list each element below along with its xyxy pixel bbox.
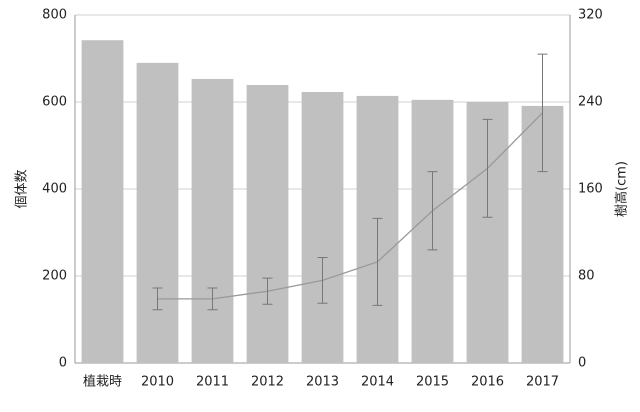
- x-tick-label: 2016: [471, 375, 504, 390]
- x-tick-label: 2014: [361, 375, 394, 390]
- y2-tick-label: 160: [578, 182, 603, 197]
- x-tick-label: 2011: [196, 375, 229, 390]
- bar: [136, 62, 179, 363]
- bar: [246, 85, 289, 363]
- x-tick-label: 2013: [306, 375, 339, 390]
- error-bar: [152, 287, 163, 311]
- x-tick-label: 2015: [416, 375, 449, 390]
- error-bar: [317, 257, 328, 304]
- y2-axis-label: 樹高(cm): [614, 161, 630, 217]
- y-tick-label: 200: [42, 269, 67, 284]
- y-tick-label: 0: [59, 356, 67, 371]
- y-tick-label: 800: [42, 8, 67, 23]
- x-tick-label: 2012: [251, 375, 284, 390]
- error-bar: [482, 118, 493, 218]
- y2-tick-label: 80: [578, 269, 595, 284]
- error-bar: [262, 277, 273, 305]
- bar: [81, 40, 124, 363]
- bar: [301, 91, 344, 364]
- error-bar: [537, 53, 548, 173]
- y2-tick-label: 0: [578, 356, 586, 371]
- y-tick-label: 400: [42, 182, 67, 197]
- error-bar: [207, 287, 218, 311]
- y-tick-label: 600: [42, 95, 67, 110]
- error-bar: [372, 217, 383, 306]
- bar: [191, 78, 234, 363]
- y2-tick-label: 240: [578, 95, 603, 110]
- y-axis-label: 個体数: [15, 169, 30, 208]
- line: [157, 112, 543, 300]
- error-bar: [427, 171, 438, 251]
- y2-tick-label: 320: [578, 8, 603, 23]
- x-tick-label: 2010: [141, 375, 174, 390]
- x-tick-label: 2017: [526, 375, 559, 390]
- x-tick-label: 植栽時: [83, 374, 122, 390]
